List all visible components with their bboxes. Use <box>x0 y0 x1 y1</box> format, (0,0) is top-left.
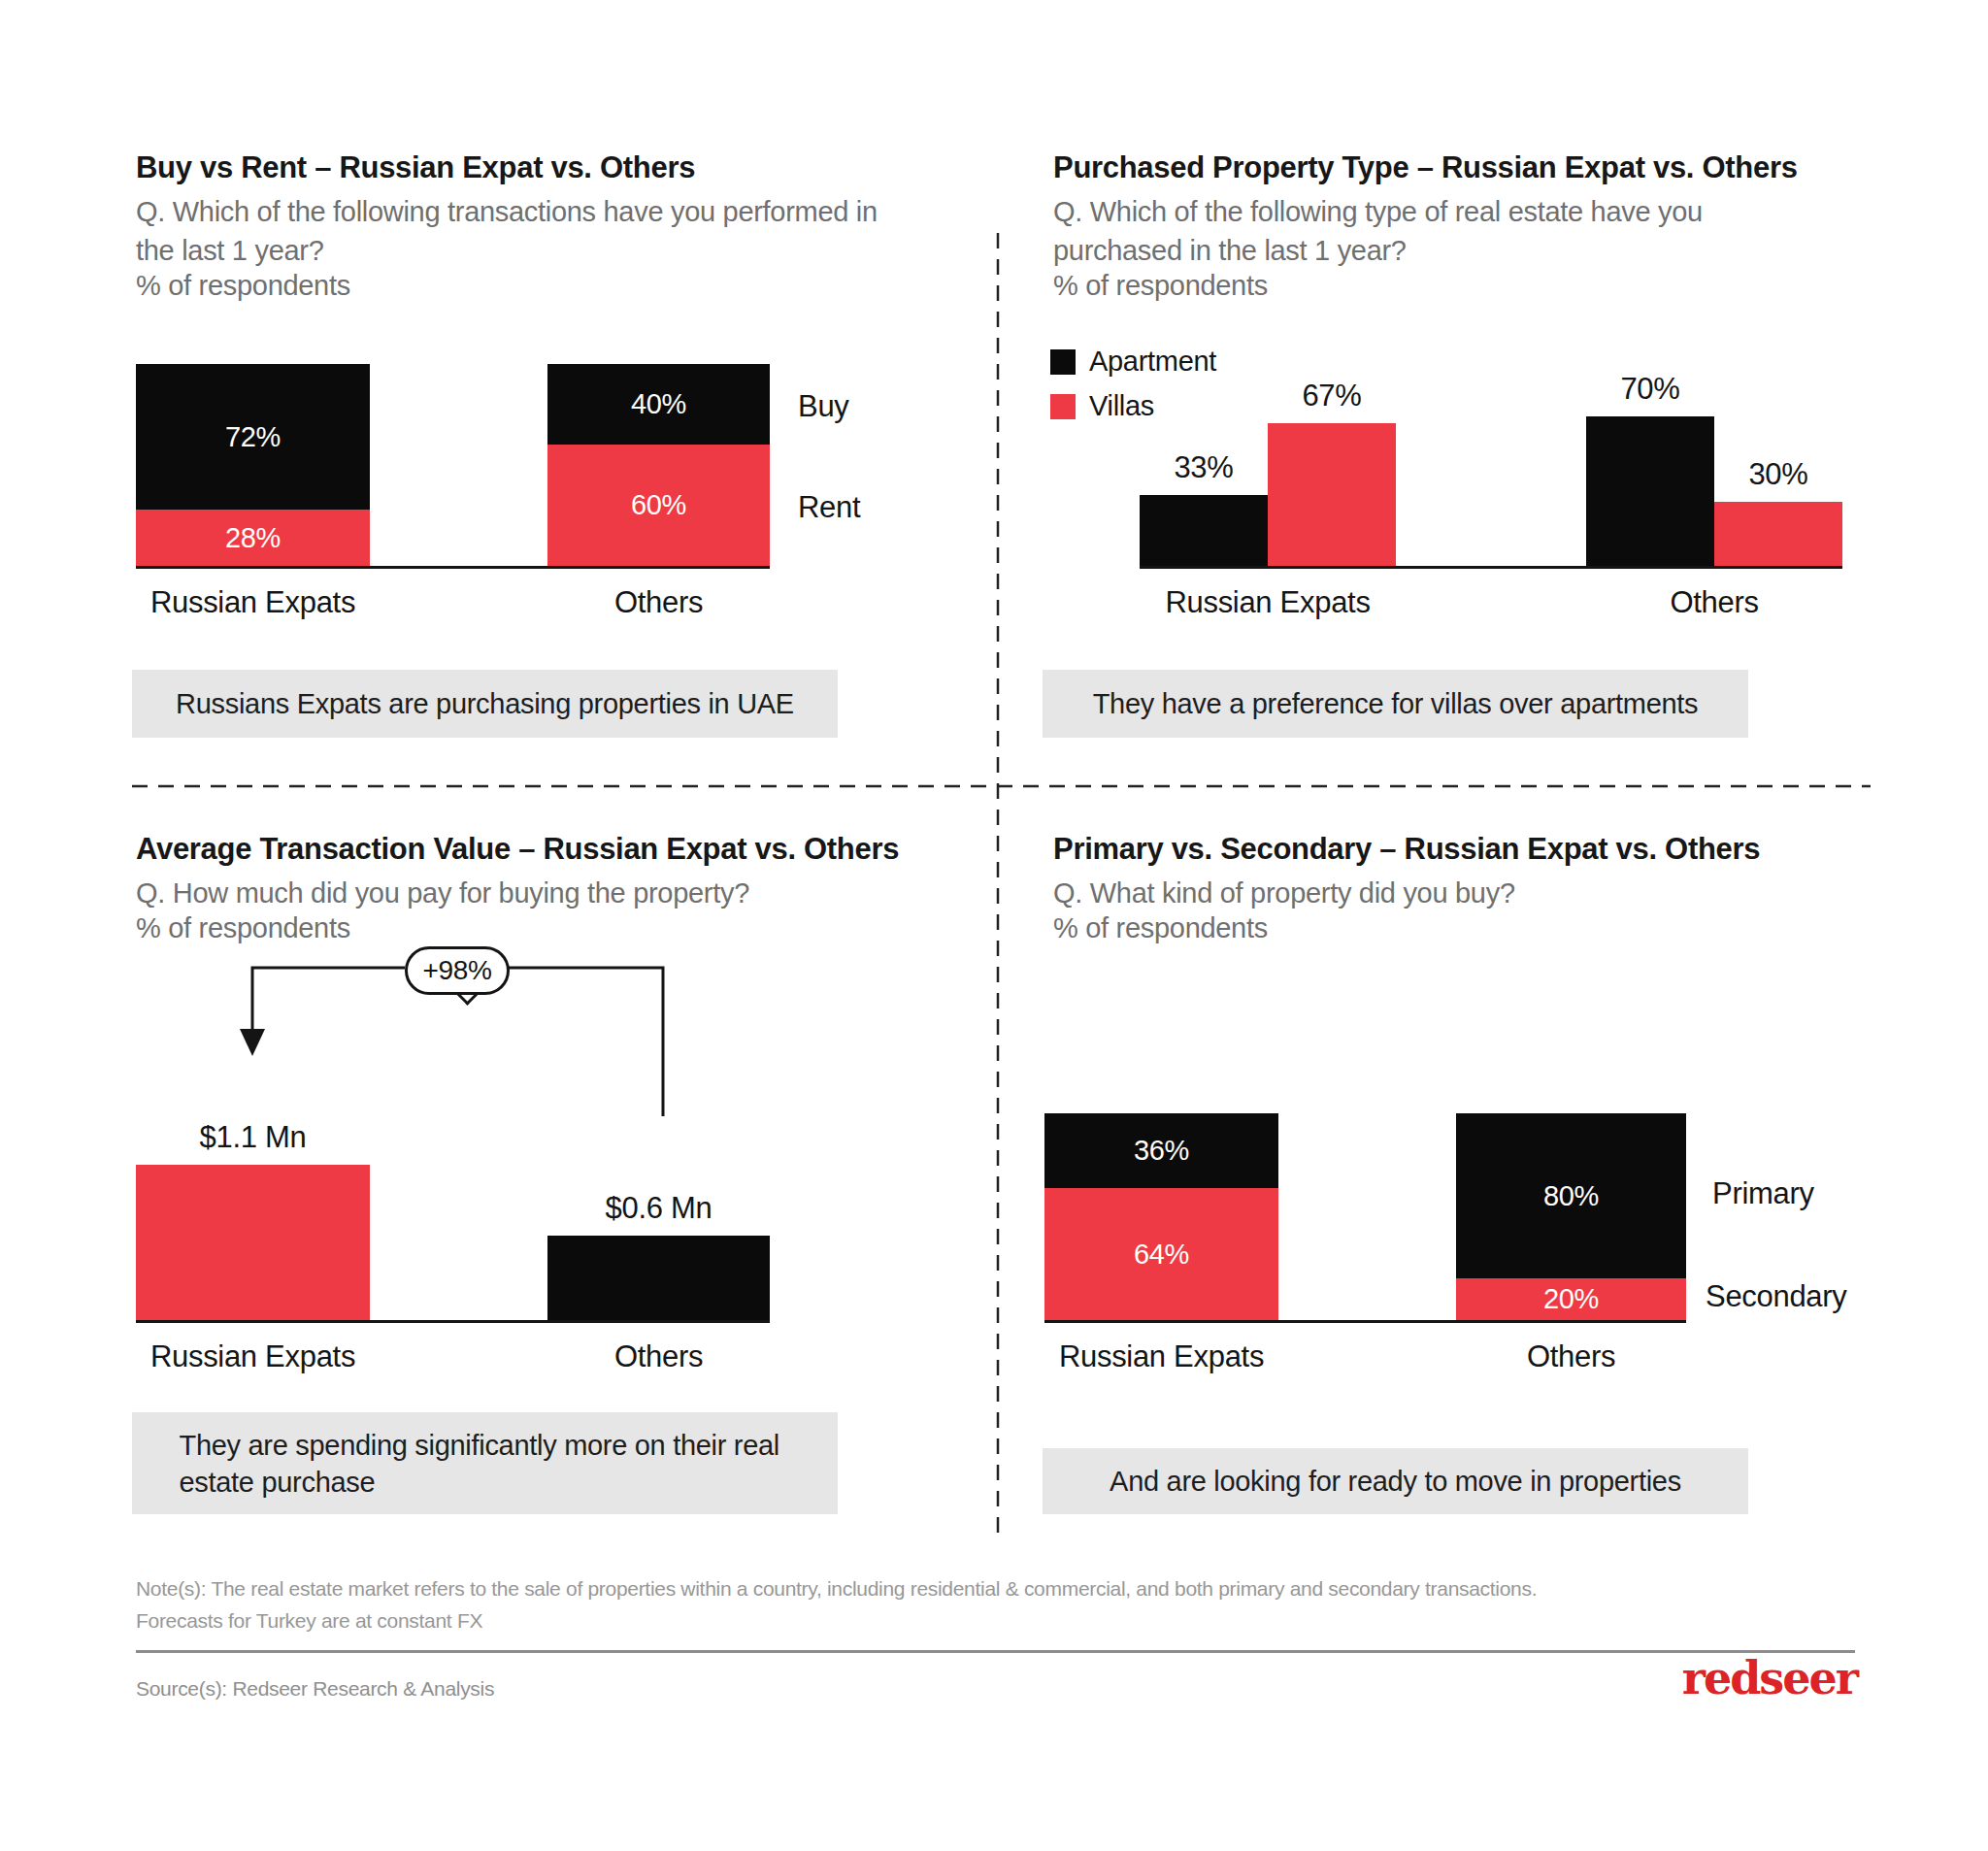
legend-swatch-villas <box>1050 394 1076 419</box>
stacked-bar-russian-expats: 72% 28% <box>136 364 370 566</box>
bar-rect <box>136 1165 370 1320</box>
bar-rect <box>1586 416 1714 566</box>
callout-text: They have a preference for villas over a… <box>1093 685 1699 722</box>
bar-rect <box>547 1236 770 1320</box>
infographic-page: Buy vs Rent – Russian Expat vs. Others Q… <box>0 0 1988 1851</box>
series-label-rent: Rent <box>798 490 860 525</box>
callout-text: And are looking for ready to move in pro… <box>1110 1463 1681 1500</box>
bar-value-label: 70% <box>1620 372 1679 407</box>
bar-segment-secondary: 64% <box>1044 1188 1278 1320</box>
callout-text: They are spending significantly more on … <box>180 1427 791 1501</box>
category-label: Others <box>536 1339 781 1374</box>
category-label: Others <box>536 585 781 620</box>
bar-russian-expats: $1.1 Mn <box>136 912 370 1320</box>
chart-question: Q. What kind of property did you buy? <box>1053 874 1515 912</box>
category-label: Russian Expats <box>1044 1339 1278 1374</box>
bar-apartment-russian-expats: 33% <box>1140 158 1268 566</box>
callout-box: They have a preference for villas over a… <box>1043 670 1748 738</box>
bar-segment-primary: 36% <box>1044 1113 1278 1188</box>
bar-others: $0.6 Mn <box>547 912 770 1320</box>
bar-rect <box>1714 502 1842 566</box>
stacked-bar-russian-expats: 36% 64% <box>1044 1113 1278 1320</box>
bar-segment-primary: 80% <box>1456 1113 1686 1278</box>
chart-unit: % of respondents <box>136 270 350 302</box>
chart-question: Q. How much did you pay for buying the p… <box>136 874 749 912</box>
bar-segment-value: 64% <box>1134 1239 1189 1271</box>
footnote: Note(s): The real estate market refers t… <box>136 1572 1563 1636</box>
category-label: Others <box>1586 585 1842 620</box>
series-label-primary: Primary <box>1712 1176 1814 1211</box>
callout-text: Russians Expats are purchasing propertie… <box>176 685 794 722</box>
chart-title: Primary vs. Secondary – Russian Expat vs… <box>1053 832 1760 867</box>
bar-segment-value: 36% <box>1134 1135 1189 1167</box>
bar-segment-value: 60% <box>631 489 686 521</box>
legend-swatch-apartment <box>1050 349 1076 375</box>
redseer-logo: redseer <box>1682 1652 1857 1704</box>
annotation-bubble: +98% <box>405 946 510 995</box>
chart-title: Buy vs Rent – Russian Expat vs. Others <box>136 150 695 185</box>
legend-item-villas: Villas <box>1050 390 1154 422</box>
bar-value-label: $0.6 Mn <box>606 1191 712 1226</box>
callout-box: They are spending significantly more on … <box>132 1412 838 1514</box>
bar-segment-value: 20% <box>1543 1283 1599 1315</box>
stacked-bar-others: 80% 20% <box>1456 1113 1686 1320</box>
bar-rect <box>1268 423 1396 566</box>
x-axis-line <box>136 1320 770 1323</box>
bar-apartment-others: 70% <box>1586 158 1714 566</box>
bar-villas-others: 30% <box>1714 158 1842 566</box>
bar-segment-rent: 28% <box>136 510 370 566</box>
bar-value-label: 33% <box>1174 450 1233 485</box>
series-label-buy: Buy <box>798 389 849 424</box>
bar-segment-rent: 60% <box>547 445 770 566</box>
series-label-secondary: Secondary <box>1706 1279 1847 1314</box>
callout-box: Russians Expats are purchasing propertie… <box>132 670 838 738</box>
bar-segment-buy: 72% <box>136 364 370 510</box>
category-label: Russian Expats <box>1140 585 1396 620</box>
bar-segment-value: 80% <box>1543 1180 1599 1212</box>
source-text: Source(s): Redseer Research & Analysis <box>136 1677 494 1701</box>
footer-divider <box>136 1650 1855 1653</box>
chart-title: Average Transaction Value – Russian Expa… <box>136 832 899 867</box>
bar-value-label: 67% <box>1302 379 1361 413</box>
annotation-text: +98% <box>422 955 491 986</box>
bar-villas-russian-expats: 67% <box>1268 158 1396 566</box>
bar-segment-value: 40% <box>631 388 686 420</box>
chart-question: Q. Which of the following transactions h… <box>136 192 912 270</box>
stacked-bar-others: 40% 60% <box>547 364 770 566</box>
bar-segment-value: 72% <box>225 421 281 453</box>
category-label: Russian Expats <box>124 1339 381 1374</box>
bar-segment-value: 28% <box>225 522 281 554</box>
bar-value-label: $1.1 Mn <box>200 1120 307 1155</box>
bar-rect <box>1140 495 1268 566</box>
x-axis-line <box>1140 566 1842 569</box>
category-label: Others <box>1456 1339 1686 1374</box>
bar-segment-buy: 40% <box>547 364 770 445</box>
callout-box: And are looking for ready to move in pro… <box>1043 1448 1748 1514</box>
chart-unit: % of respondents <box>1053 912 1268 944</box>
bar-segment-secondary: 20% <box>1456 1278 1686 1320</box>
category-label: Russian Expats <box>124 585 381 620</box>
bar-value-label: 30% <box>1748 457 1807 492</box>
x-axis-line <box>136 566 770 569</box>
x-axis-line <box>1044 1320 1686 1323</box>
